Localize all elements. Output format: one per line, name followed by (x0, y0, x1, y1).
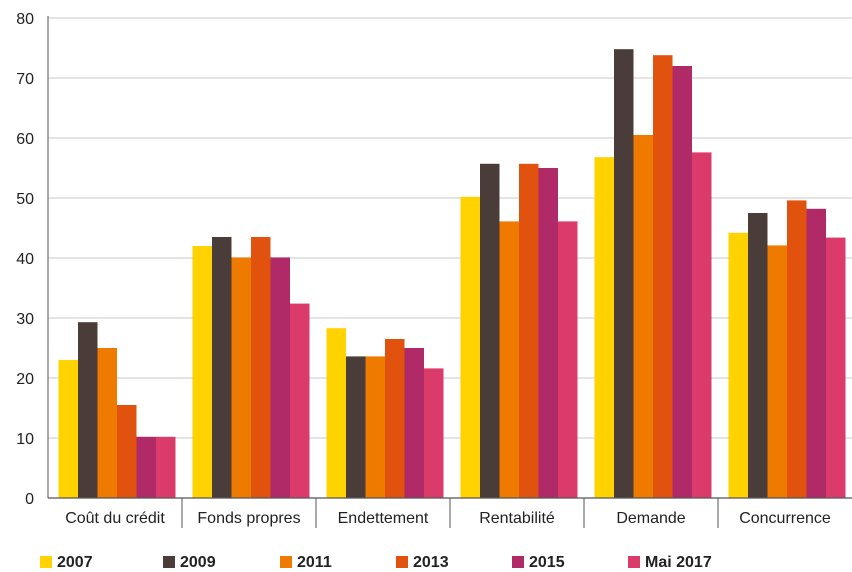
bar (424, 368, 444, 498)
legend-label: Mai 2017 (645, 554, 712, 571)
bar (806, 208, 826, 499)
legend-swatch (512, 556, 524, 568)
x-category-label: Rentabilité (479, 510, 555, 527)
bar (748, 213, 768, 498)
legend-label: 2013 (413, 554, 449, 571)
y-tick-label: 70 (16, 71, 34, 88)
legend-label: 2007 (57, 554, 93, 571)
bar (558, 221, 578, 498)
legend-label: 2011 (297, 554, 332, 571)
y-tick-label: 0 (25, 491, 34, 508)
bar (251, 237, 271, 498)
y-tick-label: 50 (16, 191, 34, 208)
y-tick-label: 80 (16, 11, 34, 28)
bar (633, 135, 653, 498)
axes (47, 16, 852, 528)
legend: 2007 2009 2011 2013 2015 Mai 2017 (40, 554, 712, 571)
bar (326, 328, 346, 498)
bar (594, 157, 614, 498)
bar (404, 348, 424, 498)
grid (48, 17, 852, 439)
bar (270, 257, 290, 498)
legend-swatch (396, 556, 408, 568)
x-category-label: Fonds propres (197, 510, 300, 527)
bar (117, 405, 137, 498)
bar (365, 356, 385, 498)
bar (787, 200, 807, 498)
x-category-label: Demande (616, 510, 685, 527)
bar (346, 356, 366, 498)
x-category-label: Endettement (338, 510, 429, 527)
bar (653, 55, 673, 498)
bars (58, 49, 846, 499)
bar (97, 348, 117, 498)
y-axis-ticks: 0 10 20 30 40 50 60 70 80 (16, 11, 34, 508)
bar (192, 246, 212, 498)
bar (499, 221, 519, 498)
bar (136, 436, 156, 498)
legend-swatch (40, 556, 52, 568)
y-tick-label: 10 (16, 431, 34, 448)
bar (231, 257, 251, 498)
bar (767, 245, 787, 498)
bar (58, 360, 78, 498)
bar (156, 436, 176, 498)
bar (519, 163, 539, 499)
legend-swatch (163, 556, 175, 568)
legend-swatch (628, 556, 640, 568)
legend-label: 2015 (529, 554, 565, 571)
bar (826, 237, 846, 498)
x-category-label: Concurrence (739, 510, 831, 527)
category-labels: Coût du crédit Fonds propres Endettement Re… (65, 510, 831, 527)
bar (480, 163, 500, 499)
y-tick-label: 30 (16, 311, 34, 328)
bar (692, 152, 712, 498)
y-tick-label: 60 (16, 131, 34, 148)
bar (290, 303, 310, 498)
bar (78, 322, 98, 498)
legend-label: 2009 (180, 554, 216, 571)
bar (728, 232, 748, 499)
bar (460, 196, 480, 499)
x-category-label: Coût du crédit (65, 510, 165, 527)
bar (614, 49, 634, 498)
bar (672, 66, 692, 498)
bar (212, 237, 232, 498)
bar (538, 168, 558, 498)
legend-swatch (280, 556, 292, 568)
y-tick-label: 40 (16, 251, 34, 268)
bar (385, 339, 405, 498)
y-tick-label: 20 (16, 371, 34, 388)
